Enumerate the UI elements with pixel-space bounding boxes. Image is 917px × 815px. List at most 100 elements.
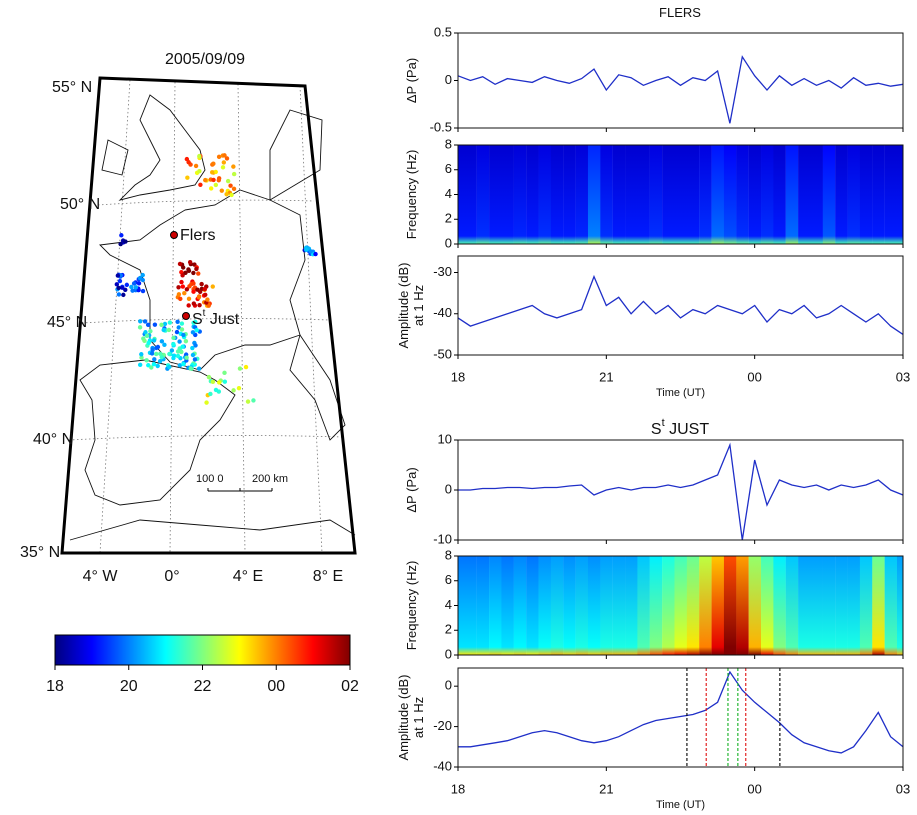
lon-label: 4° E: [233, 568, 263, 585]
y-tick-label: 0: [445, 678, 452, 693]
spectrogram-column: [835, 556, 848, 655]
colorbar-tick-label: 00: [267, 678, 285, 695]
waveform: [458, 670, 904, 754]
event-dot: [199, 281, 204, 287]
event-dot: [174, 329, 180, 335]
event-dot: [137, 362, 143, 368]
event-dot: [155, 363, 160, 369]
event-dot: [116, 285, 121, 291]
spectrogram-column: [847, 556, 861, 655]
event-dot: [202, 286, 207, 292]
spectrogram-column: [748, 556, 762, 655]
event-dot: [116, 292, 122, 297]
spectrogram-column: [723, 556, 737, 655]
event-dot: [179, 321, 185, 326]
event-dot: [186, 296, 192, 302]
event-dot: [159, 339, 165, 344]
coastline: [69, 519, 356, 541]
panel-title: St JUST: [651, 417, 709, 438]
x-tick-label: 21: [599, 781, 613, 796]
event-dot: [219, 188, 225, 193]
event-dot: [231, 164, 236, 169]
spectrogram-column: [810, 556, 823, 655]
event-dot: [206, 374, 212, 380]
lat-label: 45° N: [47, 314, 87, 331]
lat-label: 40° N: [33, 431, 73, 448]
event-dot: [204, 400, 209, 405]
spectrogram-column: [699, 556, 712, 655]
station-marker: [170, 231, 178, 239]
event-dot: [175, 319, 180, 324]
event-dot: [245, 399, 251, 404]
event-dot: [121, 292, 126, 298]
y-tick-label: -30: [433, 264, 452, 279]
spectrogram-column: [686, 145, 700, 244]
label-line: at 1 Hz: [411, 285, 426, 326]
spectrogram-column: [458, 145, 465, 244]
event-dot: [119, 233, 124, 238]
y-axis-label: Amplitude (dB)at 1 Hz: [396, 263, 426, 349]
event-dot: [191, 281, 196, 286]
x-axis-label: Time (UT): [656, 799, 705, 811]
event-dot: [158, 351, 163, 356]
event-dot: [162, 342, 167, 348]
coastline: [289, 333, 346, 441]
event-dot: [216, 178, 221, 183]
event-dot: [191, 270, 196, 276]
event-dot: [171, 335, 176, 341]
spectrogram-column: [649, 145, 663, 244]
event-dot: [139, 352, 144, 357]
graticule: [99, 79, 131, 554]
y-tick-label: -10: [433, 531, 452, 546]
spectrogram-column: [587, 145, 601, 244]
spectrogram-column: [600, 556, 613, 655]
label-part: S: [192, 311, 203, 328]
event-dot: [221, 160, 227, 165]
event-dot: [148, 328, 153, 334]
event-dot: [184, 287, 190, 292]
event-dot: [177, 363, 183, 368]
event-dot: [197, 289, 203, 295]
label-line: Amplitude (dB): [396, 675, 411, 761]
spectrogram-column: [872, 556, 885, 655]
event-dot: [124, 282, 130, 288]
spectrogram-column: [501, 556, 514, 655]
event-dot: [188, 366, 193, 371]
event-dot: [196, 366, 202, 371]
event-dot: [144, 358, 149, 363]
panel-frame: [457, 439, 904, 541]
event-dot: [143, 330, 148, 335]
event-dot: [251, 398, 256, 403]
event-dot: [222, 370, 227, 376]
spectrogram-column: [526, 145, 539, 244]
spectrogram-column: [711, 145, 725, 244]
event-dot: [231, 171, 237, 177]
y-axis-label: Amplitude (dB)at 1 Hz: [396, 675, 426, 761]
graticule: [169, 81, 176, 554]
event-dot: [216, 380, 222, 385]
spectrogram-column: [884, 145, 898, 244]
event-dot: [167, 320, 173, 325]
graticule: [81, 318, 331, 324]
lat-label: 55° N: [52, 79, 92, 96]
event-dot: [175, 353, 181, 359]
event-dot: [193, 343, 198, 348]
waveform: [457, 274, 904, 335]
spectrogram-column: [600, 145, 613, 244]
event-dot: [137, 325, 143, 330]
event-dot: [194, 328, 199, 333]
y-tick-label: -20: [433, 718, 452, 733]
spectrogram-panel: 0 2 4 6 8 Frequency (Hz): [404, 547, 904, 661]
spectrogram-column: [785, 145, 799, 244]
event-dot: [151, 338, 157, 343]
event-dot: [213, 182, 219, 188]
event-dot: [187, 260, 193, 265]
y-tick-label: 10: [438, 431, 452, 446]
y-tick-label: 0.5: [434, 24, 452, 39]
scale-label: 200 km: [252, 473, 288, 485]
colorbar-tick-label: 20: [120, 678, 138, 695]
spectrogram-column: [464, 145, 477, 244]
spectrogram-column: [835, 145, 848, 244]
event-dot: [166, 327, 172, 333]
